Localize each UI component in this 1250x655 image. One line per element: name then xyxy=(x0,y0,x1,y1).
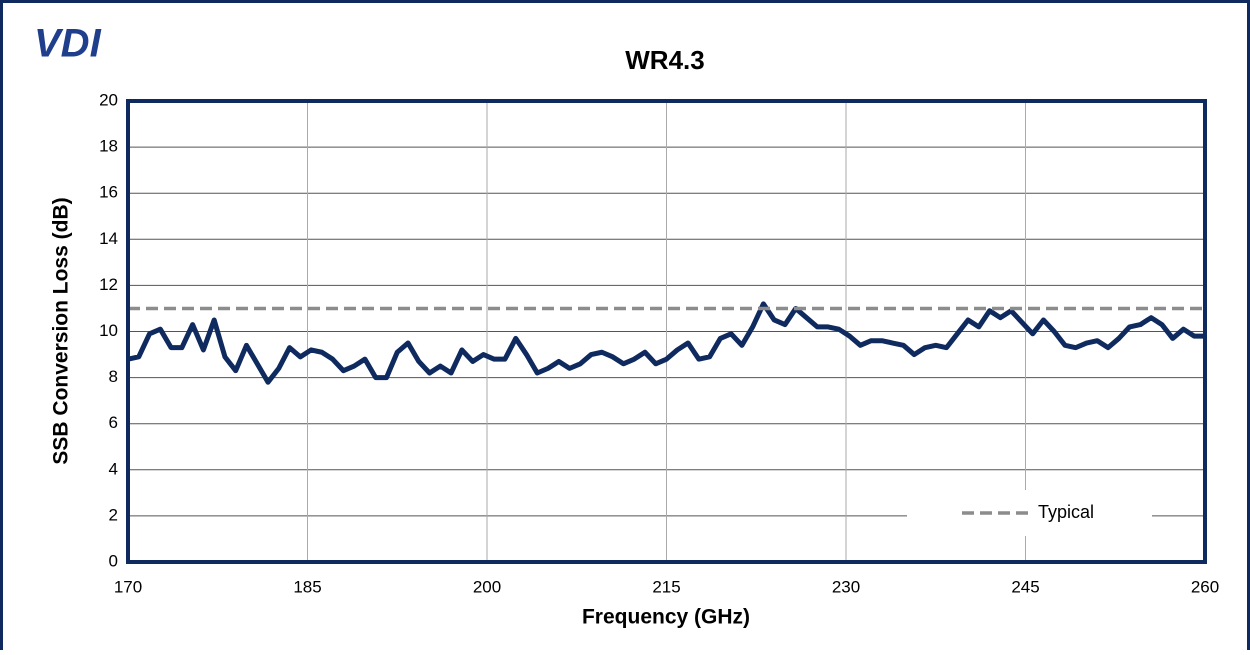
x-tick-label: 170 xyxy=(114,577,142,596)
y-tick-label: 18 xyxy=(99,137,118,156)
x-tick-label: 260 xyxy=(1191,577,1219,596)
y-tick-label: 8 xyxy=(109,367,118,386)
y-tick-label: 12 xyxy=(99,275,118,294)
y-tick-label: 10 xyxy=(99,321,118,340)
series-line xyxy=(127,301,1205,385)
y-tick-label: 0 xyxy=(109,551,118,570)
plot-border xyxy=(126,99,1207,564)
x-tick-label: 230 xyxy=(832,577,860,596)
legend-box xyxy=(907,490,1152,536)
y-tick-label: 14 xyxy=(99,229,118,248)
chart-title: WR4.3 xyxy=(625,45,704,75)
y-tick-label: 2 xyxy=(109,505,118,524)
y-axis-label: SSB Conversion Loss (dB) xyxy=(50,197,73,464)
y-tick-label: 6 xyxy=(109,413,118,432)
x-tick-label: 245 xyxy=(1011,577,1039,596)
legend-label: Typical xyxy=(1038,502,1094,522)
x-tick-label: 185 xyxy=(293,577,321,596)
y-tick-label: 16 xyxy=(99,183,118,202)
x-tick-label: 200 xyxy=(473,577,501,596)
logo: VDI xyxy=(34,22,102,66)
y-tick-label: 4 xyxy=(109,459,118,478)
x-axis-label: Frequency (GHz) xyxy=(582,606,750,629)
y-tick-label: 20 xyxy=(99,90,118,109)
x-tick-label: 215 xyxy=(652,577,680,596)
